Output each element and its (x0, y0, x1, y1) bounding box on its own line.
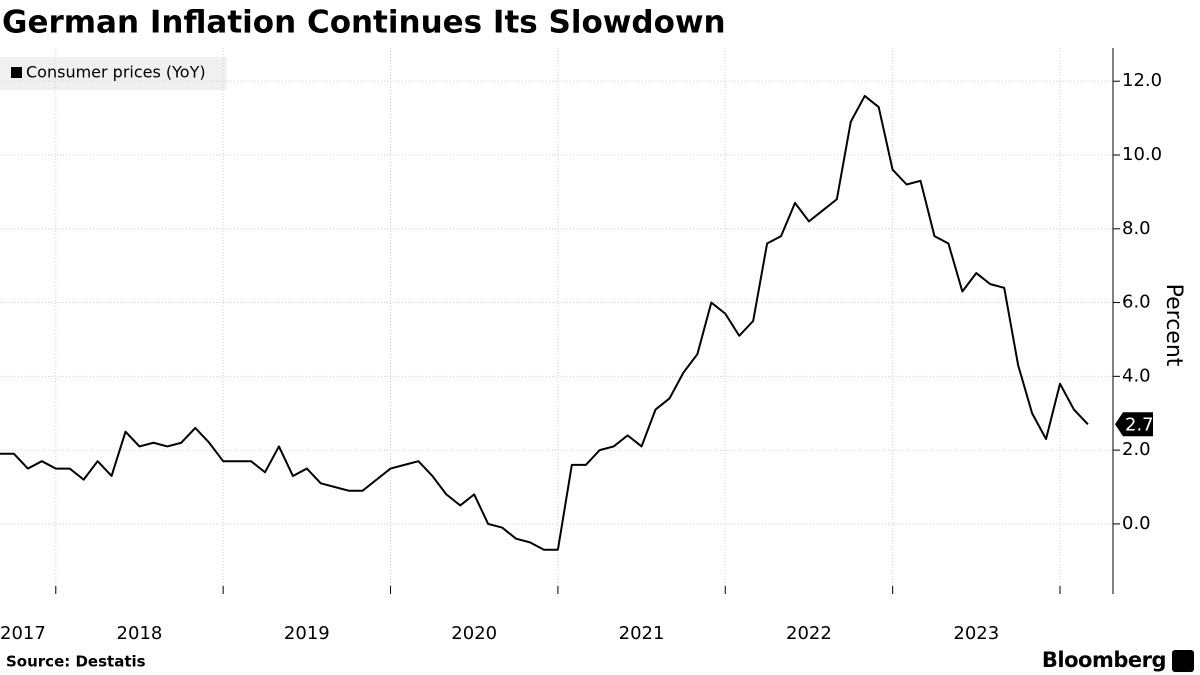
x-tick-label: 2021 (619, 623, 665, 644)
y-tick-label: 12.0 (1122, 70, 1162, 91)
x-tick-label: 2019 (284, 623, 330, 644)
y-tick-label: 8.0 (1122, 218, 1151, 239)
y-tick-label: 2.0 (1122, 439, 1151, 460)
legend-box (0, 57, 227, 90)
y-tick-label: 10.0 (1122, 144, 1162, 165)
legend-label: Consumer prices (YoY) (26, 63, 206, 82)
y-tick-label: 6.0 (1122, 292, 1151, 313)
x-tick-label: 2020 (451, 623, 497, 644)
x-tick-label: 2023 (953, 623, 999, 644)
source: Source: Destatis (6, 653, 146, 671)
logo: Bloomberg (1042, 648, 1166, 672)
series-line (0, 94, 1089, 551)
x-tick-label: 2022 (786, 623, 832, 644)
y-tick-label: 4.0 (1122, 365, 1151, 386)
chart-title: German Inflation Continues Its Slowdown (2, 5, 726, 41)
logo-icon (1172, 650, 1194, 672)
y-tick-label: 0.0 (1122, 513, 1151, 534)
last-value-label: 2.7 (1125, 414, 1154, 435)
x-tick-label: 2017 (0, 623, 46, 644)
last-value-tag (1115, 412, 1153, 437)
x-tick-label: 2018 (117, 623, 163, 644)
legend-swatch (11, 67, 22, 78)
y-axis-title: Percent (1161, 284, 1186, 367)
